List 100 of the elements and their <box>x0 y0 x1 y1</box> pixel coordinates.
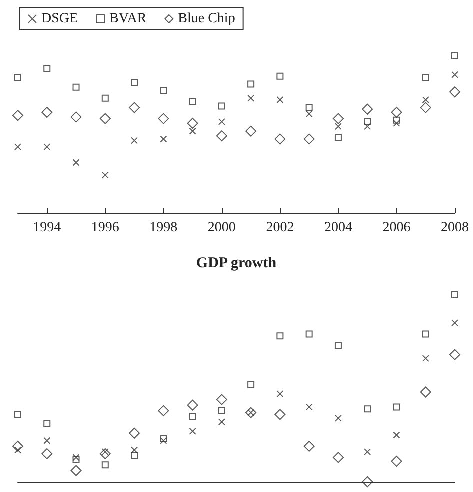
x-tick-label: 2006 <box>382 220 411 236</box>
point <box>218 418 226 426</box>
legend-label: BVAR <box>110 12 148 26</box>
point <box>70 112 82 123</box>
x-tick-label: 2002 <box>266 220 294 236</box>
point <box>391 456 402 467</box>
legend-label: DSGE <box>42 12 78 26</box>
point <box>248 94 255 102</box>
point <box>70 465 82 476</box>
point <box>304 440 315 452</box>
point <box>158 113 170 124</box>
point <box>422 330 430 338</box>
point <box>158 405 170 416</box>
point <box>189 98 196 106</box>
point <box>72 456 80 464</box>
point <box>276 96 284 104</box>
point <box>391 107 402 118</box>
point <box>364 123 372 130</box>
point <box>72 159 80 166</box>
point <box>218 407 226 414</box>
point <box>14 74 22 82</box>
point <box>14 144 22 151</box>
x-tick-label: 1996 <box>91 220 120 236</box>
point <box>131 446 138 454</box>
point <box>420 386 432 398</box>
point <box>42 107 53 118</box>
point <box>246 126 257 137</box>
legend-label: Blue Chip <box>178 12 236 26</box>
point <box>332 113 344 124</box>
point <box>274 134 286 145</box>
point <box>218 102 226 110</box>
x-tick-label: 1998 <box>150 220 178 236</box>
point <box>187 400 198 411</box>
point <box>248 381 255 388</box>
point <box>102 462 109 469</box>
point <box>129 102 140 114</box>
point <box>306 404 313 411</box>
point <box>72 454 80 462</box>
point <box>44 420 51 428</box>
point <box>216 130 228 142</box>
point <box>364 406 372 413</box>
point <box>276 390 284 398</box>
point <box>393 116 400 124</box>
point <box>334 342 342 349</box>
point <box>452 52 458 60</box>
point <box>276 332 284 340</box>
point <box>189 128 196 135</box>
x-tick-label: 2008 <box>441 220 469 236</box>
point <box>218 118 226 126</box>
point <box>362 476 374 488</box>
point <box>306 104 313 112</box>
point <box>131 137 138 144</box>
point <box>452 320 458 327</box>
point <box>422 74 430 82</box>
point <box>189 428 196 436</box>
point <box>102 172 109 179</box>
point <box>364 118 372 126</box>
point <box>216 394 228 406</box>
point <box>393 404 400 411</box>
point <box>334 414 342 422</box>
point <box>100 113 111 124</box>
point <box>131 79 138 86</box>
point <box>420 102 432 114</box>
x-tick-label: 2004 <box>324 220 352 236</box>
point <box>189 413 196 420</box>
x-tick-label: 2000 <box>208 220 236 236</box>
point <box>248 80 255 88</box>
point <box>44 437 51 444</box>
point <box>362 104 374 115</box>
point <box>334 123 342 130</box>
point <box>72 84 80 91</box>
point <box>452 292 458 298</box>
point <box>332 452 344 464</box>
point <box>393 120 400 128</box>
point <box>422 355 430 362</box>
point <box>100 448 111 460</box>
point <box>129 428 140 439</box>
point <box>160 437 168 444</box>
point <box>364 448 372 456</box>
point <box>334 134 342 142</box>
point <box>274 409 286 420</box>
point <box>450 86 460 98</box>
point <box>160 136 168 143</box>
point <box>44 144 51 151</box>
point <box>306 330 313 338</box>
point <box>304 134 315 145</box>
point <box>306 110 313 118</box>
point <box>393 432 400 439</box>
point <box>187 118 198 130</box>
x-tick-label: 1994 <box>33 220 62 236</box>
point <box>44 65 51 72</box>
point <box>42 448 53 460</box>
chart-title: GDP growth <box>196 256 278 272</box>
point <box>452 71 458 78</box>
point <box>160 435 168 442</box>
point <box>276 72 284 80</box>
point <box>12 440 24 452</box>
point <box>131 452 138 460</box>
point <box>102 94 109 102</box>
point <box>12 110 24 122</box>
